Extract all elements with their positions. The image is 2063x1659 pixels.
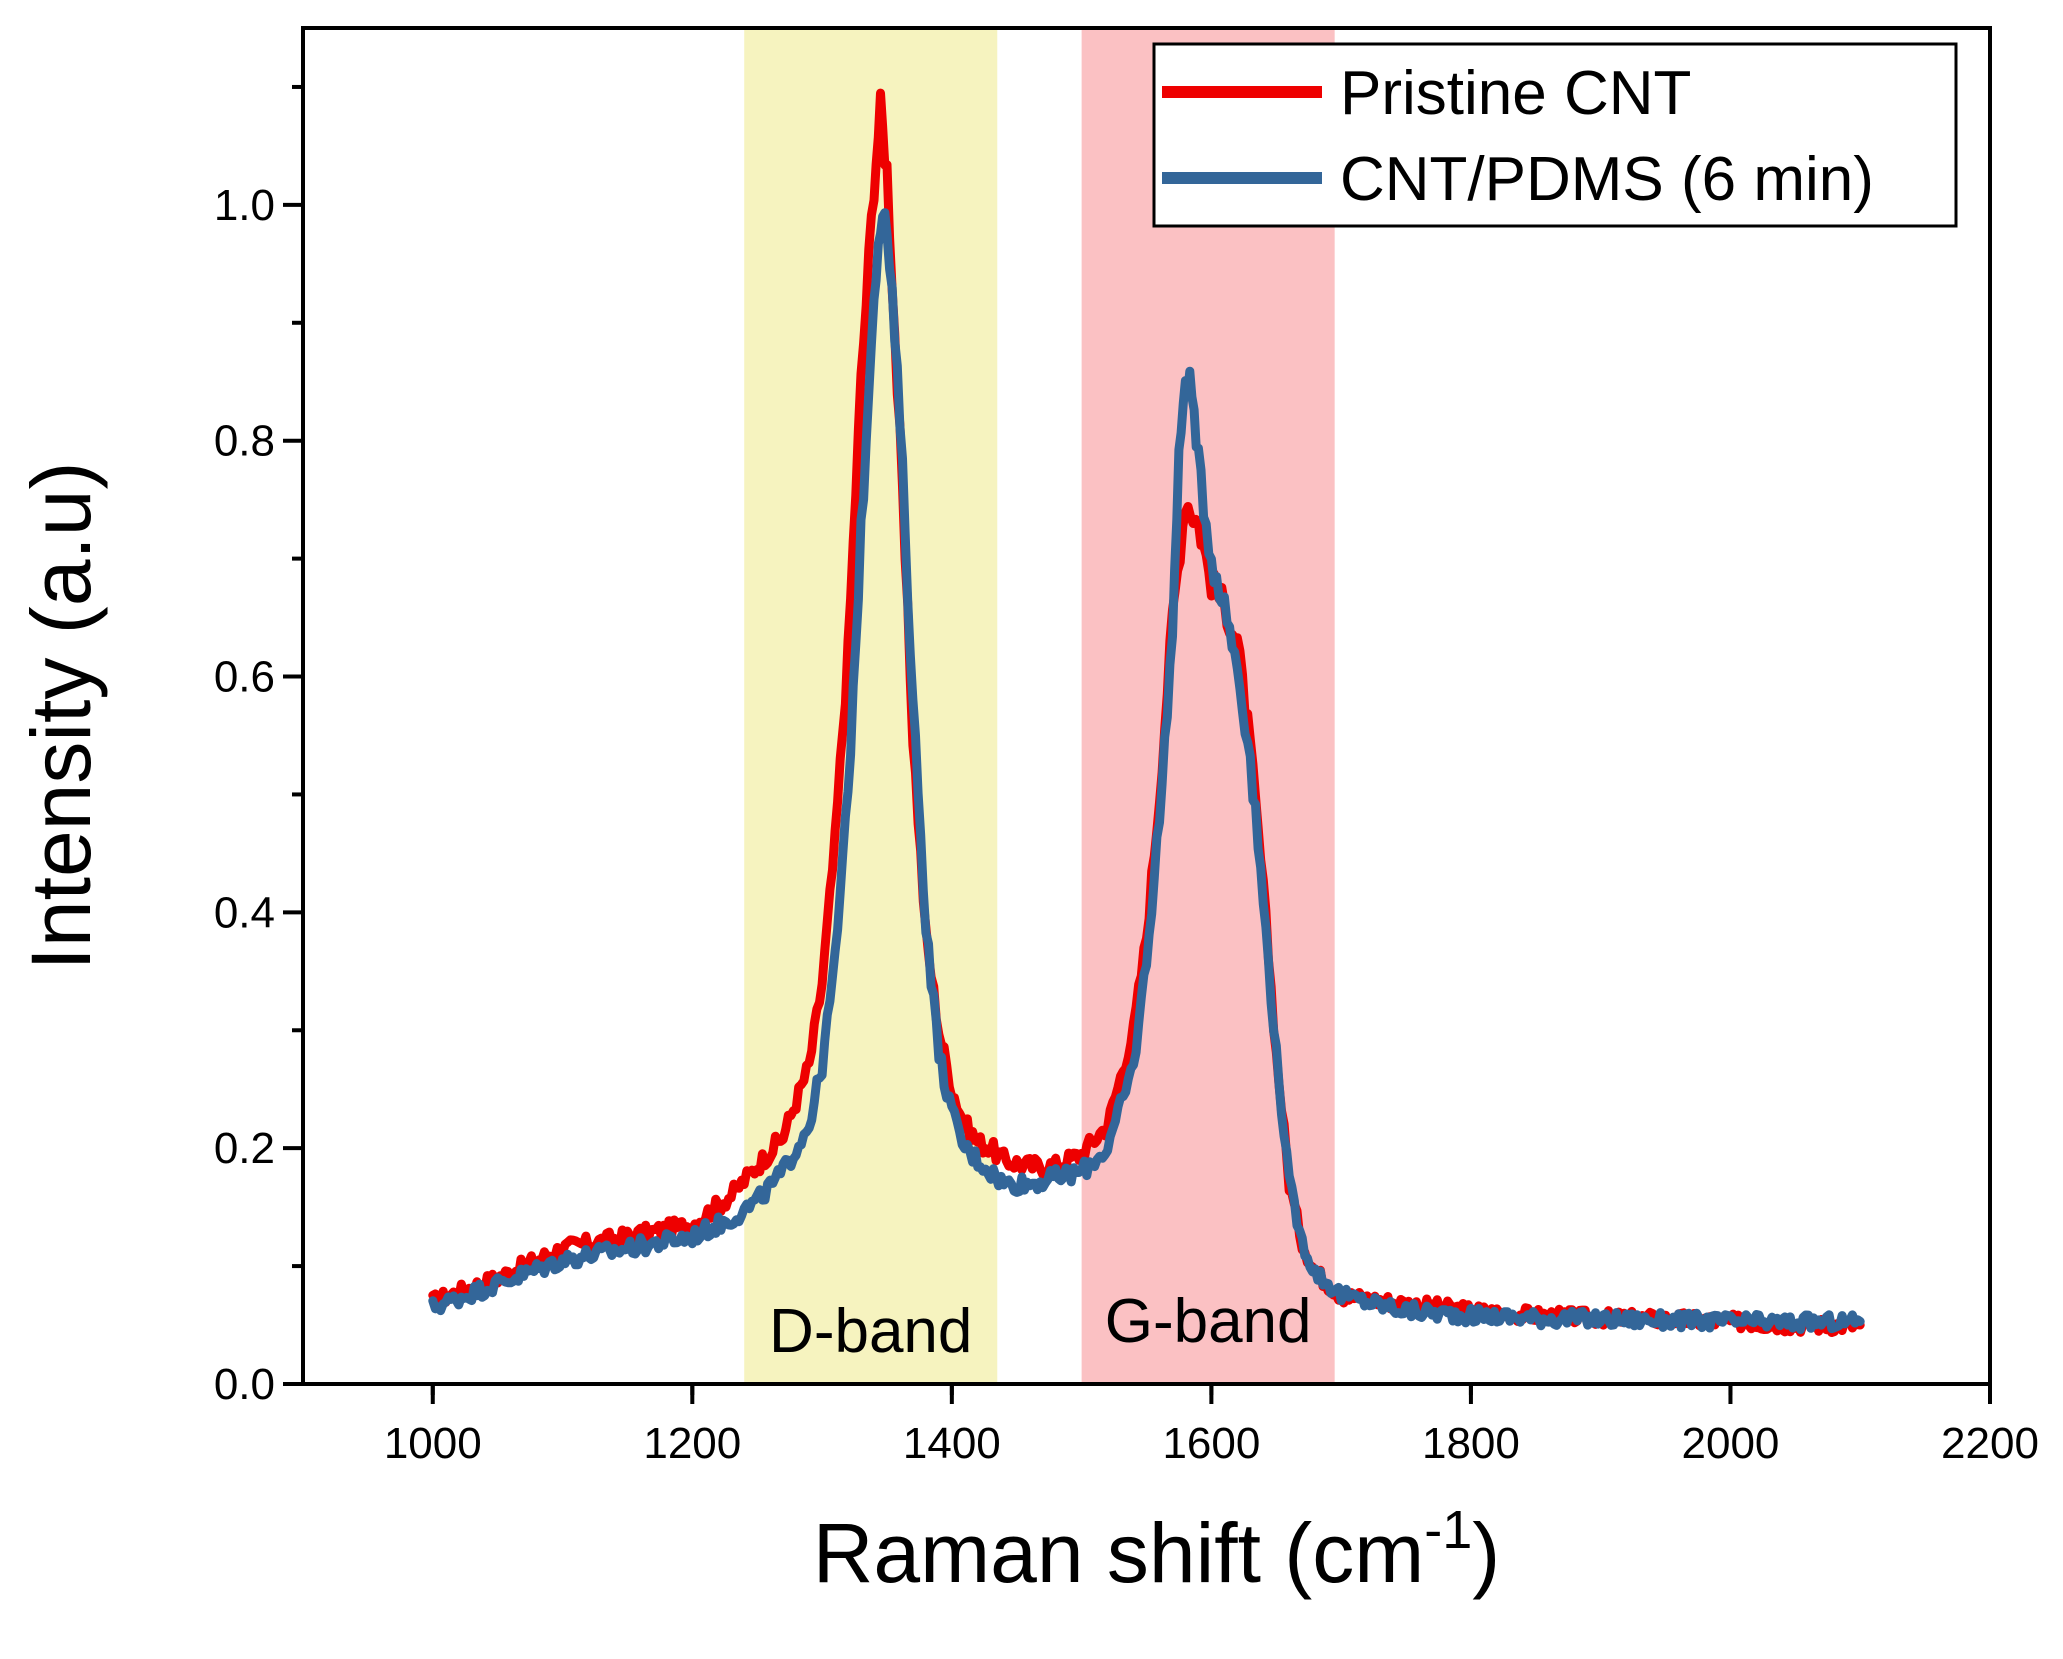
x-axis-title-end: )	[1472, 1506, 1500, 1600]
y-tick-label: 0.2	[214, 1124, 275, 1173]
legend-label-cnt-pdms: CNT/PDMS (6 min)	[1340, 145, 1874, 214]
y-tick-label: 0.6	[214, 653, 275, 702]
x-axis-title-main: Raman shift (cm	[813, 1506, 1424, 1600]
y-tick-label: 0.4	[214, 888, 275, 937]
series-line-cnt-pdms	[428, 208, 1865, 1334]
legend-label-pristine-cnt: Pristine CNT	[1340, 59, 1691, 128]
band-label-d-band: D-band	[769, 1297, 972, 1366]
x-tick-label: 2000	[1682, 1419, 1780, 1468]
x-tick-label: 1800	[1422, 1419, 1520, 1468]
band-g-band	[1081, 28, 1335, 1384]
x-tick-label: 1200	[643, 1419, 741, 1468]
plot-frame	[301, 26, 1992, 1386]
band-labels-layer: D-band G-band	[769, 1287, 1311, 1366]
x-tick-label: 1000	[384, 1419, 482, 1468]
y-tick-label: 0.0	[214, 1360, 275, 1409]
legend-box	[1152, 42, 1958, 228]
x-tick-label: 1400	[903, 1419, 1001, 1468]
y-tick-label: 0.8	[214, 417, 275, 466]
band-label-g-band: G-band	[1105, 1287, 1312, 1356]
x-axis-title-superscript: -1	[1424, 1500, 1472, 1560]
x-axis-title: Raman shift (cm-1)	[813, 1500, 1500, 1600]
y-axis-title: Intensity (a.u)	[14, 462, 108, 971]
ticks-layer: 1000 1200 1400 1600 1800 2000 2200 0.0 0.2 0.4 0.6…	[214, 84, 2039, 1468]
legend: Pristine CNT CNT/PDMS (6 min)	[1152, 42, 1958, 228]
x-tick-label: 1600	[1162, 1419, 1260, 1468]
x-tick-label: 2200	[1941, 1419, 2039, 1468]
series-layer	[428, 88, 1865, 1337]
y-tick-label: 1.0	[214, 181, 275, 230]
